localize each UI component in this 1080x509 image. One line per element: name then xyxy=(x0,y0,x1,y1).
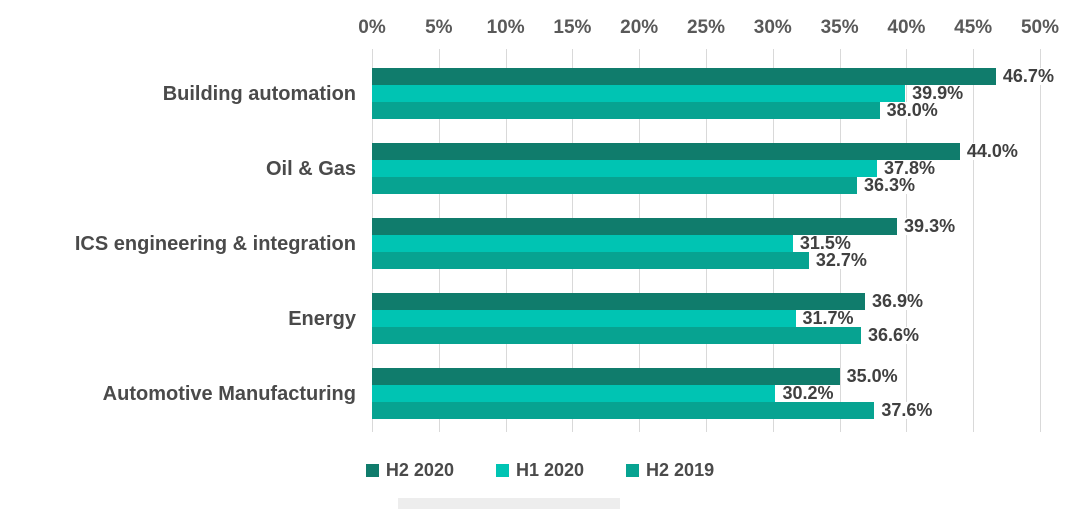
data-label: 36.9% xyxy=(868,292,927,310)
x-axis-tick-label: 45% xyxy=(954,17,993,38)
data-label: 46.7% xyxy=(999,67,1057,85)
bar-h2-2019 xyxy=(372,252,809,269)
data-label: 32.7% xyxy=(812,251,870,269)
data-label: 44.0% xyxy=(963,142,1021,160)
plot-area: 46.7% 39.9% 38.0% 44.0% 37.8% 36.3% 39.3% 31.5%… xyxy=(372,49,1057,432)
x-axis-tick-label: 5% xyxy=(425,17,453,38)
data-label: 39.9% xyxy=(909,84,967,102)
data-label: 31.7% xyxy=(799,309,857,327)
gridline xyxy=(1040,49,1041,432)
data-label: 30.2% xyxy=(779,384,837,402)
legend-label: H1 2020 xyxy=(515,460,585,480)
data-label: 36.3% xyxy=(860,176,918,194)
category-label: ICS engineering & integration xyxy=(74,232,356,255)
legend-item: H1 2020 xyxy=(495,459,585,481)
category-label: Oil & Gas xyxy=(265,157,356,180)
bar-h2-2020 xyxy=(372,368,840,385)
data-label: 35.0% xyxy=(843,367,901,385)
gridline xyxy=(973,49,975,432)
bar-h1-2020 xyxy=(372,235,793,252)
data-label: 37.6% xyxy=(878,401,936,419)
legend-swatch xyxy=(365,463,379,477)
category-label: Energy xyxy=(288,307,356,330)
x-axis-tick-label: 50% xyxy=(1020,17,1060,38)
bar-h2-2020 xyxy=(372,293,865,310)
data-label: 31.5% xyxy=(796,234,854,252)
data-label: 36.6% xyxy=(864,326,923,344)
bar-h2-2019 xyxy=(372,102,880,119)
bar-h1-2020 xyxy=(372,85,906,102)
legend-label: H2 2019 xyxy=(646,460,715,480)
bar-h2-2020 xyxy=(372,143,960,160)
bar-h2-2020 xyxy=(372,218,898,235)
bar-h1-2020 xyxy=(372,310,796,327)
legend-item: H2 2020 xyxy=(365,459,454,481)
footer-band xyxy=(398,498,620,509)
x-axis-tick-label: 15% xyxy=(553,17,592,38)
x-axis-tick-label: 40% xyxy=(887,17,926,38)
legend: H2 2020 H1 2020 H2 2019 xyxy=(0,459,1080,481)
bar-h2-2019 xyxy=(372,177,857,194)
category-label: Automotive Manufacturing xyxy=(102,382,356,405)
legend-swatch xyxy=(626,463,640,477)
bar-h1-2020 xyxy=(372,160,877,177)
category-label: Building automation xyxy=(162,82,356,105)
legend-swatch xyxy=(495,463,509,477)
legend-label: H2 2020 xyxy=(385,460,454,480)
x-axis-tick-label: 25% xyxy=(686,17,726,38)
bar-h2-2020 xyxy=(372,68,996,85)
x-axis-tick-label: 0% xyxy=(358,17,386,38)
data-label: 37.8% xyxy=(881,159,939,177)
x-axis-tick-label: 10% xyxy=(486,17,525,38)
legend-item: H2 2019 xyxy=(626,459,714,481)
bar-h2-2019 xyxy=(372,402,875,419)
data-label: 39.3% xyxy=(901,217,959,235)
x-axis-tick-label: 35% xyxy=(820,17,859,38)
bar-h1-2020 xyxy=(372,385,776,402)
data-label: 38.0% xyxy=(883,101,941,119)
bar-h2-2019 xyxy=(372,327,861,344)
gridline xyxy=(906,49,908,432)
x-axis-tick-label: 30% xyxy=(753,17,792,38)
x-axis-tick-label: 20% xyxy=(620,17,659,38)
